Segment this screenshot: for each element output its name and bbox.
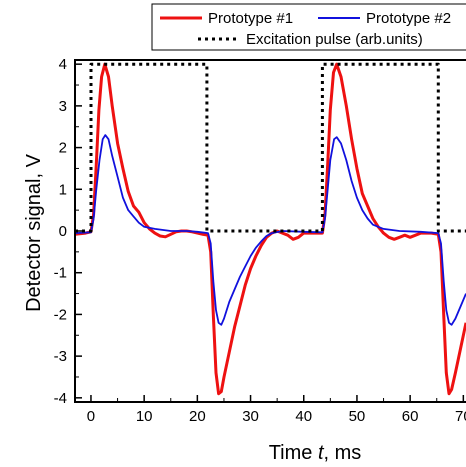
y-tick-label: 2 — [59, 140, 67, 157]
x-tick-label: 50 — [349, 408, 366, 425]
y-tick-label: 3 — [59, 98, 67, 115]
legend-label: Excitation pulse (arb.units) — [246, 31, 423, 48]
legend-label: Prototype #2 — [366, 10, 451, 27]
x-axis-title: Time t, ms — [269, 442, 362, 464]
legend-box — [151, 3, 466, 51]
series-line-excitation-pulse-arb-units — [75, 62, 466, 233]
y-tick-label: 1 — [59, 181, 67, 198]
y-tick-label: 4 — [59, 56, 67, 73]
x-tick-label: 10 — [136, 408, 153, 425]
y-axis-title: Detector signal, V — [23, 153, 45, 312]
x-tick-label: 40 — [295, 408, 312, 425]
y-tick-label: -2 — [54, 306, 67, 323]
series-line-prototype-2 — [75, 134, 466, 326]
series-layer — [75, 62, 466, 396]
x-tick-label: 70 — [455, 408, 466, 425]
legend-label: Prototype #1 — [208, 10, 293, 27]
x-tick-label: 30 — [242, 408, 259, 425]
x-tick-label: 60 — [402, 408, 419, 425]
y-tick-label: 0 — [59, 223, 67, 240]
y-tick-label: -3 — [54, 348, 67, 365]
series-line-prototype-1 — [75, 62, 466, 396]
x-tick-label: 0 — [87, 408, 95, 425]
y-tick-label: -1 — [54, 265, 67, 282]
x-tick-label: 20 — [189, 408, 206, 425]
y-tick-label: -4 — [54, 390, 67, 407]
legend: Prototype #1 Prototype #2 Excitation pulse… — [151, 3, 466, 51]
